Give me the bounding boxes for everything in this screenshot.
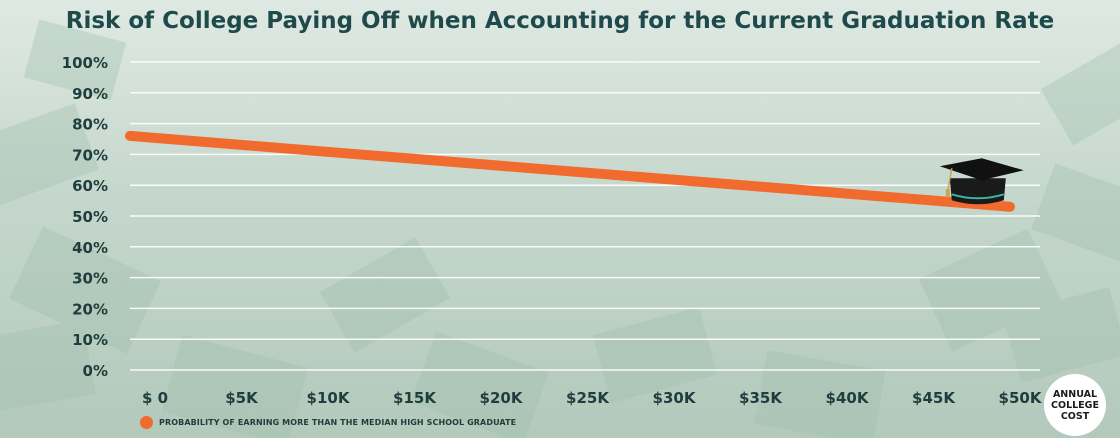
y-tick-label: 40% <box>72 239 108 257</box>
y-tick-label: 60% <box>72 177 108 195</box>
x-tick-label: $30K <box>653 389 697 407</box>
x-tick-label: $15K <box>393 389 437 407</box>
x-tick-label: $5K <box>225 389 259 407</box>
y-axis-tick-labels: 0% 10% 20% 30% 40% 50% 60% 70% 80% 90% 100% <box>62 54 108 380</box>
y-tick-label: 10% <box>72 331 108 349</box>
legend-label: PROBABILITY OF EARNING MORE THAN THE MED… <box>159 418 517 427</box>
x-tick-label: $35K <box>739 389 783 407</box>
x-tick-label: $20K <box>480 389 524 407</box>
grid-lines <box>130 61 1040 371</box>
chart-title: Risk of College Paying Off when Accounti… <box>65 8 1055 34</box>
series-line <box>125 130 1015 212</box>
chart-annotations <box>939 158 1024 205</box>
x-tick-label: $45K <box>912 389 956 407</box>
x-axis-unit-badge: ANNUAL COLLEGE COST <box>1044 374 1106 436</box>
y-tick-label: 80% <box>72 116 108 134</box>
y-tick-label: 20% <box>72 300 108 318</box>
series-lines <box>125 130 1015 212</box>
x-tick-label: $25K <box>566 389 610 407</box>
y-tick-label: 50% <box>72 208 108 226</box>
x-tick-label: $ 0 <box>142 389 168 407</box>
y-tick-label: 100% <box>62 54 108 72</box>
x-tick-label: $10K <box>307 389 351 407</box>
x-tick-label: $40K <box>826 389 870 407</box>
y-tick-label: 0% <box>83 362 108 380</box>
graduation-cap-icon <box>939 158 1024 205</box>
legend: PROBABILITY OF EARNING MORE THAN THE MED… <box>140 416 516 429</box>
x-axis-unit-label: ANNUAL COLLEGE COST <box>1051 388 1099 422</box>
y-tick-label: 90% <box>72 85 108 103</box>
x-tick-label: $50K <box>999 389 1043 407</box>
x-axis-tick-labels: $ 0 $5K $10K $15K $20K $25K $30K $35K $40K $45K $5… <box>142 389 1043 407</box>
y-tick-label: 30% <box>72 270 108 288</box>
legend-swatch <box>140 416 153 429</box>
y-tick-label: 70% <box>72 146 108 164</box>
